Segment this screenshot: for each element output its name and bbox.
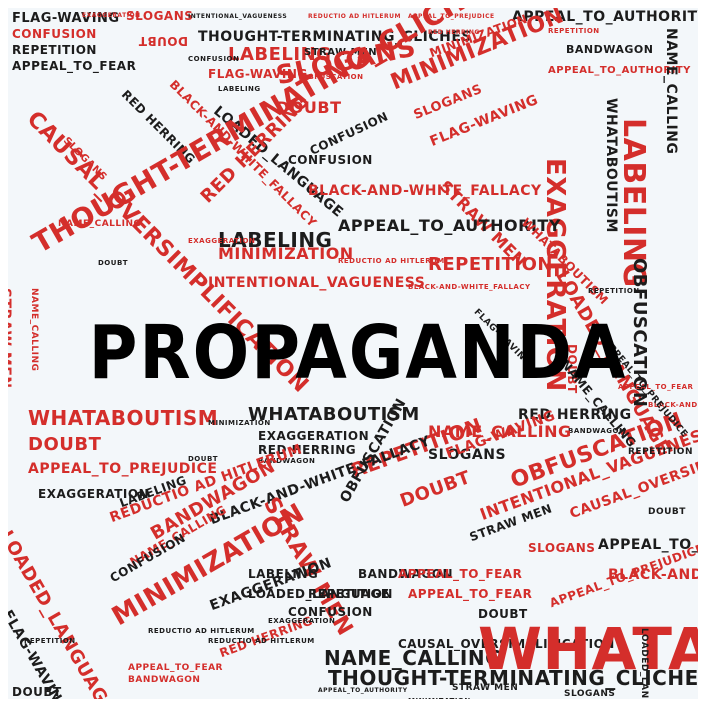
word: MINIMIZATION <box>408 698 471 700</box>
word: APPEAL_TO_FEAR <box>128 663 223 673</box>
word: BLACK-AND-WHITE_FALLACY <box>648 401 698 409</box>
word: MINIMIZATION <box>218 244 354 263</box>
word: DOUBT <box>12 685 62 699</box>
word: BLACK-AND-WHITE_FALLACY <box>408 283 531 291</box>
word: REPETITION <box>548 27 600 35</box>
word: EXAGGERATION <box>82 12 141 19</box>
word: DOUBT <box>478 607 528 621</box>
word: RED HERRING <box>428 29 480 36</box>
word: BANDWAGON <box>128 675 201 685</box>
word: RED HERRING <box>258 443 357 457</box>
word: REPETITION <box>588 287 640 295</box>
word: APPEAL_TO_PREJUDICE <box>28 461 218 477</box>
word: NAME_CALLING <box>29 288 39 372</box>
word: APPEAL_TO_AUTHORITY <box>338 216 561 235</box>
word: LABELING <box>218 85 261 93</box>
word: APPEAL_TO_FEAR <box>12 59 137 73</box>
word: INTENTIONAL_VAGUENESS <box>188 13 288 20</box>
word: APPEAL_TO_FEAR <box>618 383 694 391</box>
word: STRAW MEN <box>452 683 519 693</box>
word: REPETITION <box>24 637 76 645</box>
word: WHATABOUTISM <box>28 406 219 430</box>
word: EXAGGERATION <box>268 617 336 625</box>
word: EXAGGERATION <box>188 237 256 245</box>
word: NAME_CALLING <box>428 422 572 441</box>
word: REDUCTIO AD HITLERUM <box>148 627 255 635</box>
word: NAME_CALLING <box>324 646 503 670</box>
word: THOUGHT-TERMINATING_CLICHES <box>198 29 472 45</box>
word: NAME_CALLING <box>663 28 679 155</box>
word: RED HERRING <box>518 407 632 423</box>
word: SLOGANS <box>564 689 616 699</box>
word: DOUBT <box>138 34 188 48</box>
word: APPEAL_TO_AUTHORITY <box>512 9 698 25</box>
word: BANDWAGON <box>566 43 654 56</box>
word: THOUGHT-TERMINATING_CLICHES <box>328 666 698 690</box>
word: WHATABOUTISM <box>478 615 698 683</box>
word: BANDWAGON <box>568 427 626 435</box>
word: REDUCTIO AD HITLERUM <box>338 257 445 265</box>
word: REDUCTIO AD HITLERUM <box>208 637 315 645</box>
word: LOADED_LANGUAGE <box>639 628 649 699</box>
word: WHATABOUTISM <box>248 404 420 425</box>
word: NAME_CALLING <box>58 219 142 229</box>
word: CONFUSION <box>288 605 373 619</box>
word: BANDWAGON <box>258 457 316 465</box>
word: CONFUSION <box>288 153 373 167</box>
word: CONFUSION <box>188 55 240 63</box>
word: REPETITION <box>428 254 553 275</box>
word-cloud-board: FLAG-WAVING EXAGGERATION SLOGANS INTENTI… <box>8 8 698 699</box>
word: LABELING <box>218 228 333 252</box>
word: CAUSAL_OVERSIMPLIFICATION <box>398 637 615 651</box>
word: DOUBT <box>28 434 102 455</box>
word: REDUCTIO AD HITLERUM <box>308 13 401 20</box>
word: CONFUSION <box>12 27 97 41</box>
word: FLAG-WAVING <box>12 11 120 26</box>
word: DOUBT <box>397 467 474 512</box>
word: APPEAL_TO_AUTHORITY <box>598 537 698 553</box>
word: EXAGGERATION <box>38 487 150 501</box>
word: REPETITION <box>12 43 97 57</box>
word: OBFUSCATION <box>302 73 364 81</box>
word: BLACK-AND-WHITE_FALLACY <box>608 567 698 583</box>
word: APPEAL_TO_FEAR <box>398 567 523 581</box>
word: APPEAL_TO_PREJUDICE <box>408 13 495 20</box>
word: SLOGANS <box>428 447 507 463</box>
word: LABELING <box>248 567 319 581</box>
word: LABELING <box>228 44 332 65</box>
word: CONFUSION <box>307 109 391 158</box>
word: BANDWAGON <box>358 567 454 581</box>
word: FLAG-WAVING <box>208 67 308 81</box>
word: STRAW MEN <box>8 288 13 389</box>
word: DOUBT <box>648 507 686 517</box>
word: STRAW MEN <box>304 47 378 58</box>
word: SLOGANS <box>528 541 596 555</box>
word: LOADED_LANGUAGE <box>8 527 119 699</box>
word: APPEAL_TO_AUTHORITY <box>318 687 408 694</box>
word: APPEAL_TO_AUTHORITY <box>548 65 691 76</box>
word: EXAGGERATION <box>258 429 370 443</box>
word: INTENTIONAL_VAGUENESS <box>208 275 426 291</box>
headline-word: PROPAGANDA <box>88 310 628 396</box>
word: REPETITION <box>628 447 693 457</box>
word: MINIMIZATION <box>208 419 271 427</box>
word: SLOGANS <box>126 9 194 23</box>
word: BLACK-AND-WHITE_FALLACY <box>308 183 542 199</box>
word: DOUBT <box>98 259 129 267</box>
word: APPEAL_TO_FEAR <box>408 587 533 601</box>
word: DOUBT <box>188 455 219 463</box>
word: LOADED_LANGUAGE <box>248 587 390 601</box>
word: REPETITION <box>308 587 393 601</box>
word: DOUBT <box>276 98 342 117</box>
